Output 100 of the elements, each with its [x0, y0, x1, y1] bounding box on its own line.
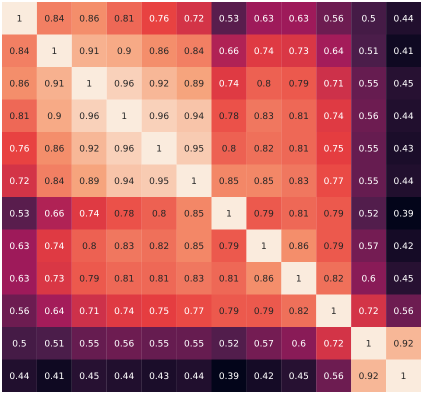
data-label: 0.52 [358, 209, 379, 220]
data-label: 0.74 [79, 209, 100, 220]
data-label: 1 [86, 79, 92, 90]
data-label: 0.52 [218, 339, 239, 350]
data-label: 0.76 [149, 14, 170, 24]
data-label: 0.66 [44, 209, 65, 220]
data-label: 0.8 [222, 144, 236, 154]
data-label: 0.94 [184, 112, 204, 122]
data-label: 0.72 [358, 306, 379, 317]
data-label: 0.51 [358, 46, 379, 57]
data-label: 0.74 [114, 306, 134, 317]
data-label: 0.95 [149, 176, 170, 187]
data-label: 0.85 [184, 242, 204, 252]
data-label: 1 [330, 306, 337, 317]
data-label: 0.78 [218, 112, 240, 122]
data-label: 0.74 [254, 46, 274, 57]
data-label: 0.74 [218, 79, 240, 90]
data-label: 0.82 [324, 274, 344, 284]
data-label: 0.43 [149, 372, 170, 382]
data-label: 0.51 [44, 339, 64, 350]
data-label: 0.9 [117, 46, 132, 57]
data-label: 0.44 [114, 372, 134, 382]
data-label: 0.6 [361, 274, 376, 284]
data-label: 0.39 [218, 372, 240, 382]
data-label: 1 [121, 112, 128, 122]
data-label: 1 [16, 14, 22, 24]
data-label: 1 [52, 46, 58, 57]
data-label: 0.86 [288, 242, 310, 252]
data-label: 0.92 [394, 339, 414, 350]
data-label: 0.86 [149, 46, 170, 57]
data-label: 1 [296, 274, 302, 284]
data-label: 0.53 [9, 209, 30, 220]
data-label: 0.39 [394, 209, 414, 220]
data-label: 0.71 [324, 79, 344, 90]
data-label: 0.76 [9, 144, 30, 154]
data-label: 0.81 [149, 274, 170, 284]
data-label: 0.6 [292, 339, 306, 350]
data-label: 0.84 [44, 176, 65, 187]
data-label: 0.75 [149, 306, 170, 317]
data-label: 0.96 [79, 112, 100, 122]
data-label: 0.42 [394, 242, 414, 252]
data-label: 0.55 [184, 339, 204, 350]
data-label: 0.84 [184, 46, 204, 57]
data-label: 0.56 [358, 112, 379, 122]
data-label: 0.77 [324, 176, 344, 187]
data-label: 0.94 [114, 176, 134, 187]
data-label: 0.83 [254, 112, 274, 122]
data-label: 0.45 [394, 79, 414, 90]
data-label: 0.79 [218, 306, 240, 317]
data-label: 0.79 [79, 274, 100, 284]
data-label: 0.42 [254, 372, 274, 382]
data-label: 1 [400, 372, 406, 382]
data-label: 0.86 [254, 274, 274, 284]
data-label: 0.81 [114, 14, 134, 24]
data-label: 0.89 [79, 176, 100, 187]
data-label: 0.81 [288, 144, 309, 154]
data-label: 0.45 [288, 372, 309, 382]
data-label: 0.72 [184, 14, 204, 24]
data-label: 0.41 [394, 46, 414, 57]
data-label: 0.53 [218, 14, 239, 24]
data-label: 0.95 [184, 144, 204, 154]
data-label: 0.57 [254, 339, 274, 350]
data-label: 0.45 [79, 372, 100, 382]
data-label: 0.57 [358, 242, 379, 252]
data-label: 0.56 [394, 306, 414, 317]
data-label: 0.91 [44, 79, 64, 90]
data-label: 0.85 [254, 176, 274, 187]
data-label: 0.44 [394, 14, 414, 24]
data-label: 0.86 [9, 79, 30, 90]
data-label: 0.79 [254, 306, 274, 317]
data-label: 0.55 [79, 339, 100, 350]
data-label: 0.9 [47, 112, 62, 122]
data-label: 1 [226, 209, 232, 220]
data-label: 0.63 [288, 14, 309, 24]
data-label: 0.74 [44, 242, 65, 252]
data-label: 0.41 [44, 372, 64, 382]
data-label: 0.56 [9, 306, 30, 317]
data-label: 0.83 [288, 176, 309, 187]
data-label: 0.84 [9, 46, 30, 57]
data-label: 0.56 [324, 372, 344, 382]
data-label: 0.8 [82, 242, 97, 252]
data-label: 0.72 [9, 176, 30, 187]
data-label: 0.45 [394, 274, 414, 284]
data-label: 0.55 [358, 176, 379, 187]
data-label: 0.55 [149, 339, 170, 350]
data-label: 0.72 [324, 339, 344, 350]
data-label: 0.86 [44, 144, 65, 154]
data-label: 0.83 [184, 274, 204, 284]
data-label: 0.63 [9, 242, 30, 252]
data-label: 0.89 [184, 79, 204, 90]
data-label: 0.92 [79, 144, 100, 154]
data-label: 0.8 [256, 79, 272, 90]
data-label: 0.86 [79, 14, 100, 24]
data-label: 1 [156, 144, 162, 154]
data-label: 0.82 [254, 144, 274, 154]
data-label: 1 [261, 242, 267, 252]
data-label: 0.96 [114, 79, 134, 90]
data-label: 0.71 [79, 306, 100, 317]
data-label: 0.44 [394, 112, 414, 122]
data-label: 0.81 [218, 274, 239, 284]
